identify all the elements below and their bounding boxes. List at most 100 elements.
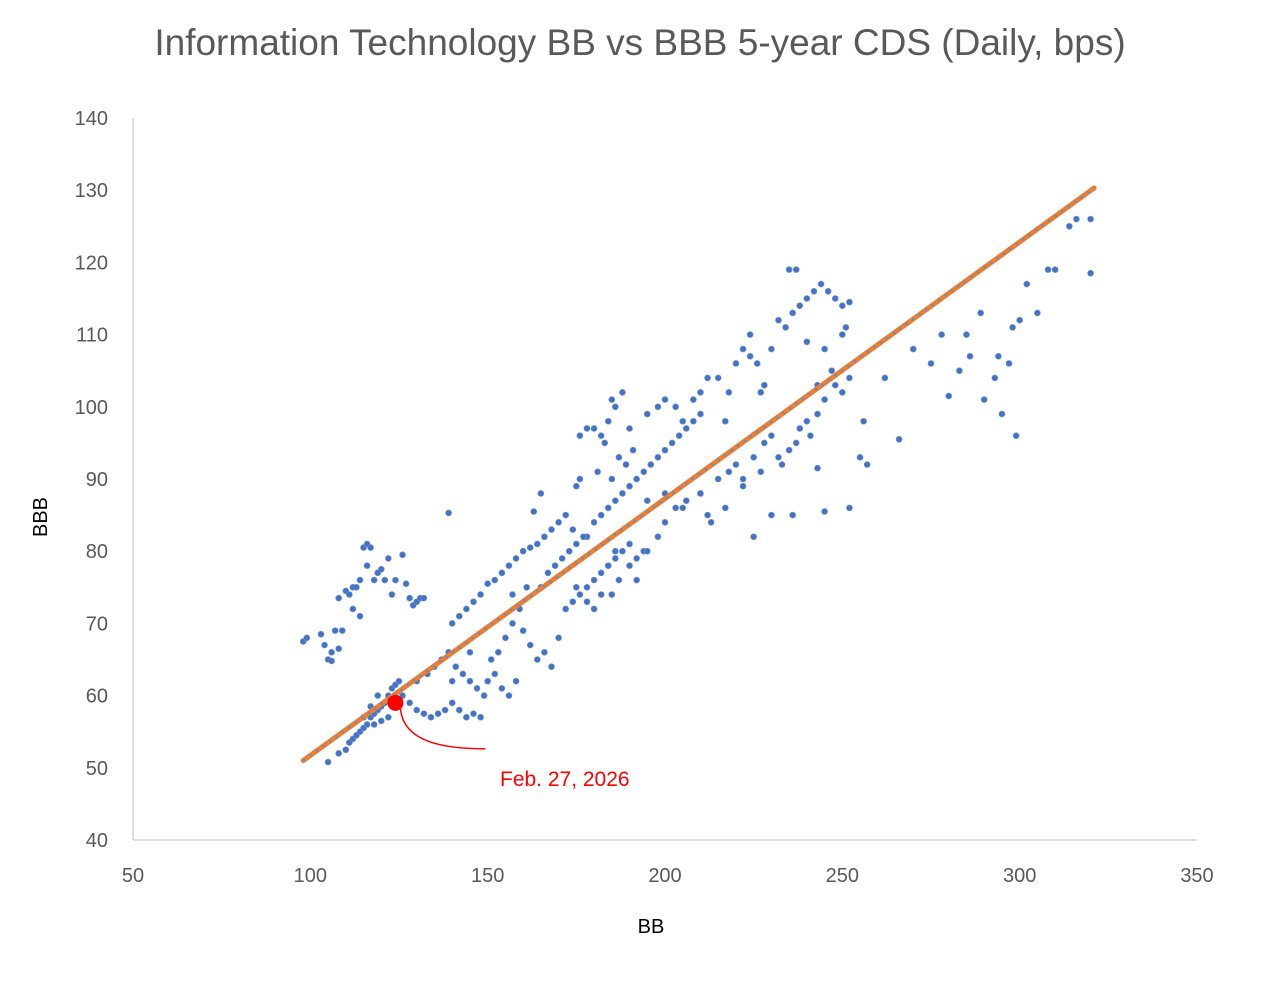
data-point: [785, 446, 793, 454]
data-point: [792, 439, 800, 447]
y-tick-label: 110: [76, 325, 108, 347]
data-point: [803, 338, 811, 346]
data-point: [846, 298, 853, 306]
data-point: [583, 583, 591, 591]
data-point: [385, 713, 392, 721]
data-point: [679, 417, 687, 425]
data-point: [555, 634, 562, 642]
data-point: [455, 706, 463, 714]
data-point: [512, 677, 520, 685]
data-point: [782, 324, 789, 331]
data-point: [342, 746, 350, 754]
data-point: [1066, 223, 1073, 230]
data-point: [707, 519, 715, 526]
data-point: [1016, 316, 1023, 324]
data-point: [732, 360, 740, 367]
y-tick-label: 130: [75, 180, 108, 202]
data-point: [1087, 215, 1094, 223]
data-point: [370, 721, 378, 728]
data-point: [512, 555, 520, 562]
data-point: [612, 403, 619, 411]
data-point: [846, 504, 853, 512]
data-point: [619, 389, 626, 396]
data-point: [367, 544, 374, 551]
data-point: [690, 417, 697, 425]
data-point: [406, 594, 413, 602]
data-point: [821, 508, 828, 515]
data-point: [427, 713, 435, 721]
data-point: [945, 392, 953, 400]
x-tick-label: 150: [471, 865, 504, 887]
data-point: [534, 656, 541, 663]
y-tick-label: 40: [86, 830, 108, 852]
data-point: [1034, 309, 1041, 317]
data-point: [526, 544, 534, 551]
data-point: [739, 345, 747, 353]
data-point: [746, 352, 754, 360]
data-point: [519, 547, 527, 555]
data-point: [647, 461, 655, 468]
data-point: [654, 403, 662, 411]
data-point: [583, 425, 591, 432]
data-point: [690, 396, 697, 403]
data-point: [324, 758, 332, 766]
data-point: [757, 389, 765, 396]
data-point: [590, 519, 598, 526]
data-point: [1023, 280, 1031, 288]
data-point: [594, 468, 601, 476]
data-point: [484, 580, 491, 587]
data-point: [817, 280, 825, 288]
data-point: [604, 504, 612, 512]
data-point: [534, 540, 541, 548]
data-point: [753, 360, 761, 367]
data-point: [626, 540, 633, 548]
data-point: [995, 352, 1002, 360]
data-point: [548, 526, 555, 533]
data-point: [622, 461, 630, 468]
data-point: [491, 670, 499, 678]
data-point: [1009, 324, 1016, 331]
data-point: [551, 562, 559, 569]
data-point: [331, 627, 339, 634]
data-point: [626, 425, 633, 432]
data-point: [739, 475, 747, 483]
data-point: [796, 302, 804, 310]
data-point: [487, 656, 495, 663]
data-point: [317, 630, 325, 638]
y-tick-label: 50: [86, 758, 108, 780]
data-point: [640, 468, 648, 476]
data-point: [597, 511, 605, 519]
data-point: [541, 533, 548, 541]
data-point: [466, 677, 474, 685]
data-point: [778, 461, 786, 468]
data-point: [402, 580, 410, 587]
data-point: [562, 511, 569, 519]
data-point: [956, 367, 963, 375]
data-point: [675, 432, 683, 439]
highlight-label: Feb. 27, 2026: [500, 768, 630, 791]
data-point: [519, 627, 527, 634]
data-point: [399, 551, 406, 559]
x-tick-label: 100: [294, 865, 327, 887]
data-point: [502, 634, 509, 642]
data-point: [612, 547, 619, 555]
data-point: [590, 425, 598, 432]
data-point: [523, 583, 530, 591]
data-point: [505, 562, 513, 569]
data-point: [615, 576, 623, 584]
data-point: [349, 605, 357, 613]
data-point: [608, 475, 616, 483]
data-point: [590, 576, 598, 584]
data-point: [541, 648, 548, 656]
data-point: [672, 403, 679, 411]
data-point: [335, 645, 343, 652]
data-point: [963, 331, 970, 338]
data-point: [377, 717, 385, 725]
data-point: [530, 508, 538, 515]
data-point: [814, 464, 821, 472]
data-point: [576, 475, 584, 483]
data-point: [498, 685, 506, 692]
data-point: [509, 591, 516, 598]
data-point: [420, 594, 428, 602]
